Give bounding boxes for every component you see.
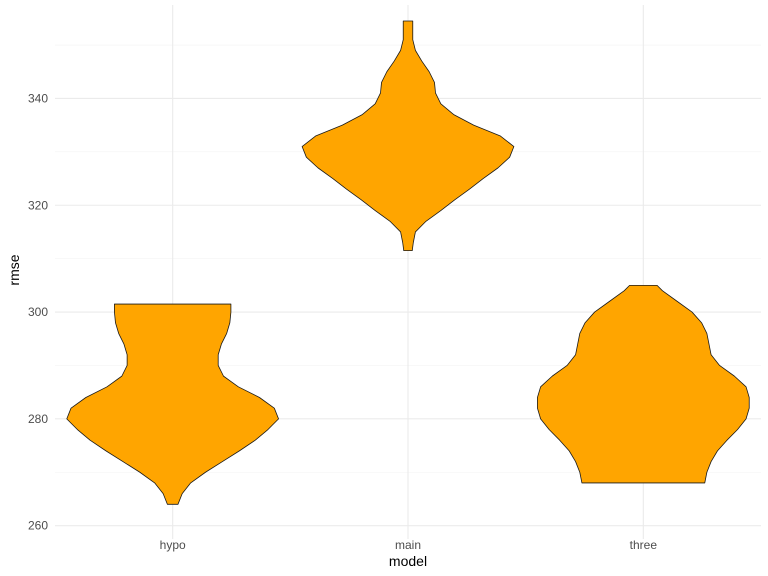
x-tick-labels: hypo main three: [160, 538, 658, 552]
violin-main: [301, 20, 515, 252]
y-tick-label: 260: [28, 519, 48, 533]
y-tick-labels: 260 280 300 320 340: [28, 91, 48, 532]
y-tick-label: 300: [28, 305, 48, 319]
violins: [66, 20, 750, 505]
y-tick-label: 340: [28, 91, 48, 105]
x-tick-label: three: [630, 538, 658, 552]
y-tick-label: 280: [28, 412, 48, 426]
y-tick-label: 320: [28, 198, 48, 212]
x-tick-label: hypo: [160, 538, 186, 552]
y-axis-title: rmse: [6, 254, 22, 285]
violin-hypo: [66, 303, 279, 505]
x-axis-title: model: [389, 553, 427, 569]
violin-three: [537, 284, 750, 484]
x-tick-label: main: [395, 538, 421, 552]
